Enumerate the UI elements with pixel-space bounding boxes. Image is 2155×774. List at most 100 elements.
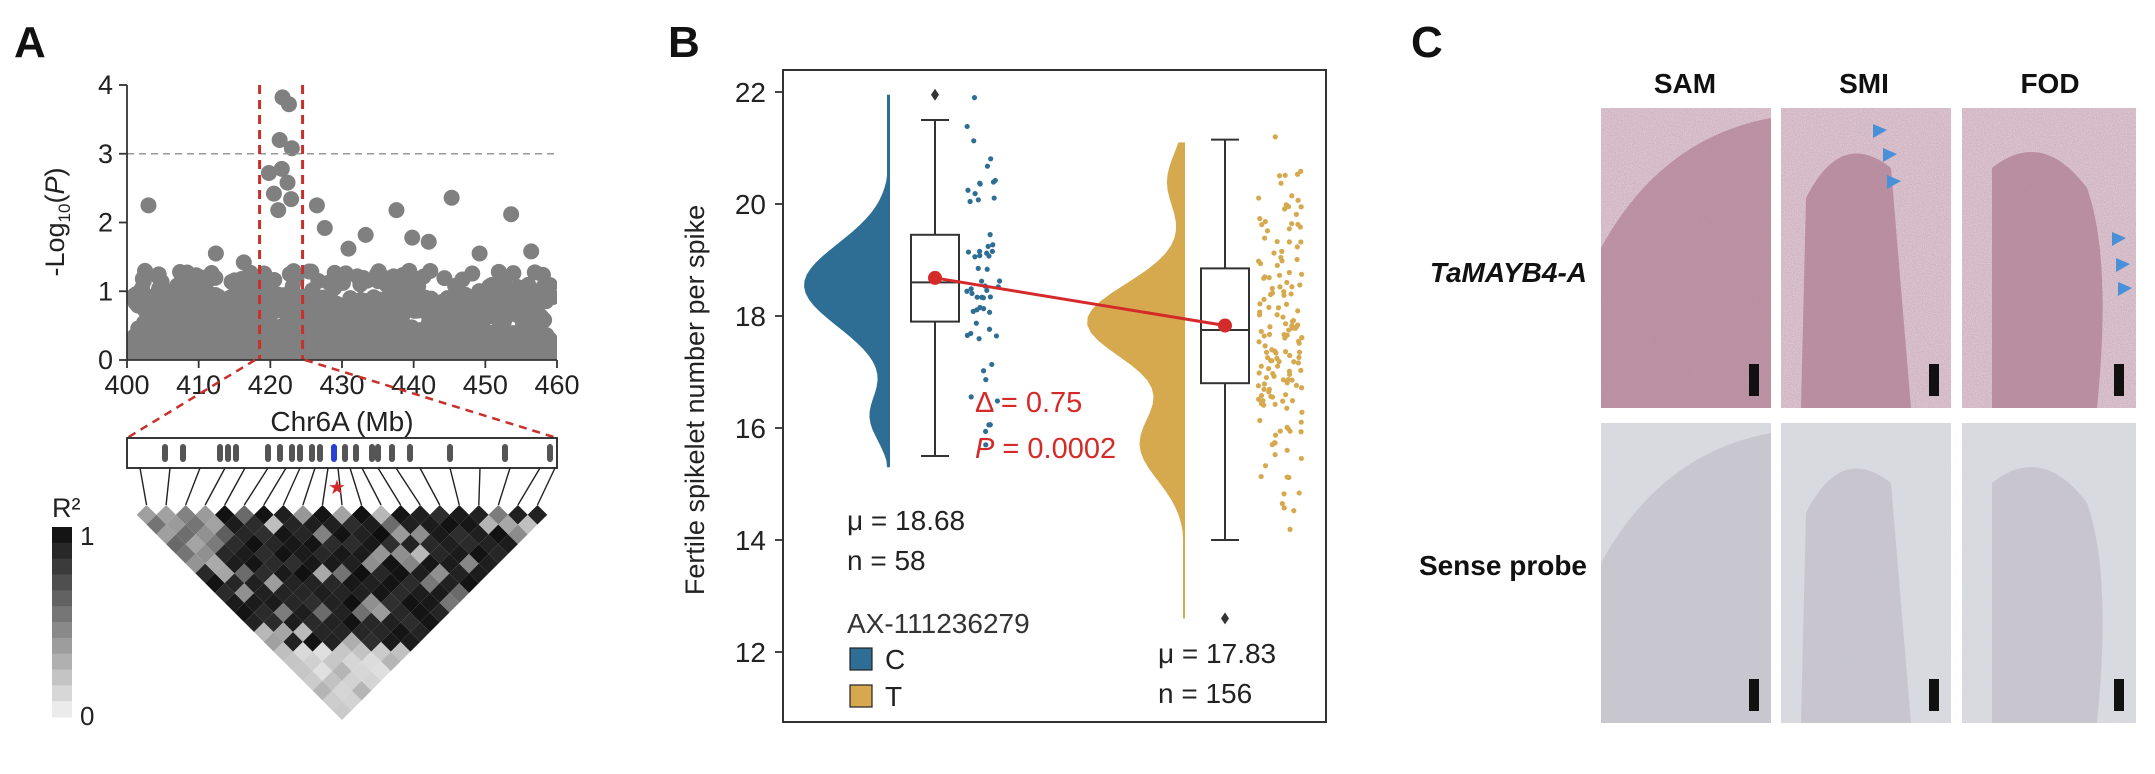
scale-bar — [2114, 364, 2124, 396]
ld-cell — [195, 505, 215, 525]
r2-legend-step — [52, 685, 72, 702]
snp-point — [529, 289, 546, 306]
b-y-tick-label-12: 12 — [735, 637, 766, 668]
b-y-tick-label-22: 22 — [735, 77, 766, 108]
ld-cell — [156, 524, 176, 545]
jitter-point — [1298, 271, 1305, 277]
ld-cell — [361, 514, 382, 535]
jitter-point — [967, 198, 973, 205]
ld-cell — [224, 553, 245, 574]
top-snp-point — [279, 174, 296, 191]
jitter-point — [1262, 274, 1268, 280]
image-fod-antisense — [1962, 108, 2136, 408]
jitter-point — [1271, 440, 1278, 446]
jitter-point — [1266, 304, 1272, 310]
jitter-point — [1298, 429, 1304, 435]
jitter-point — [1282, 321, 1289, 327]
ld-cell — [214, 505, 235, 525]
ld-cell — [283, 514, 303, 535]
gene-mark — [297, 444, 303, 462]
jitter-point — [1281, 491, 1287, 497]
jitter-point — [1280, 398, 1286, 404]
snp-point — [436, 270, 453, 287]
legend-swatch-t — [849, 684, 873, 708]
jitter-point — [1287, 352, 1293, 359]
jitter-point — [973, 320, 979, 326]
jitter-point — [1258, 400, 1264, 407]
ld-cell — [390, 622, 411, 642]
snp-point — [370, 263, 387, 280]
r2-legend-min: 0 — [80, 701, 94, 731]
jitter-point — [1276, 272, 1283, 278]
ld-cell — [214, 544, 235, 564]
jitter-point — [984, 163, 991, 169]
jitter-point — [968, 330, 974, 337]
image-texture — [1781, 108, 1951, 408]
ld-cell — [429, 563, 450, 584]
jitter-point — [1256, 339, 1262, 345]
jitter-point — [984, 250, 990, 256]
snp-point — [249, 277, 266, 294]
jitter-point — [985, 243, 991, 250]
jitter-point — [1258, 473, 1264, 480]
top-snp-point — [503, 206, 520, 223]
r2-legend-title: R² — [52, 493, 81, 523]
ld-cell — [283, 612, 303, 633]
jitter-point — [1280, 314, 1286, 320]
snp-point — [515, 290, 532, 307]
ld-cell — [263, 612, 284, 633]
ld-cell — [322, 553, 342, 574]
expression-arrowhead — [2118, 282, 2132, 296]
boxplot-frame — [782, 69, 1327, 723]
image-texture — [1781, 423, 1951, 723]
col-header-smi: SMI — [1839, 68, 1889, 99]
jitter-point — [1282, 349, 1289, 355]
ld-cell — [371, 641, 391, 662]
ld-cell — [322, 651, 342, 672]
snp-point — [211, 310, 228, 327]
ld-cell — [175, 544, 196, 564]
ld-cell — [351, 505, 372, 525]
jitter-point — [1261, 333, 1267, 339]
r2-legend-step — [52, 558, 72, 575]
snp-point — [436, 297, 453, 314]
jitter-point — [1269, 285, 1275, 292]
ld-cell — [322, 534, 342, 554]
snp-point — [153, 273, 170, 290]
snp-point — [374, 332, 391, 349]
snp-point — [255, 305, 272, 322]
gene-mark — [277, 444, 283, 462]
ld-cell — [410, 583, 430, 603]
lead-snp-star: ★ — [328, 477, 346, 499]
image-texture — [1962, 108, 2136, 408]
jitter-point — [1289, 221, 1295, 227]
jitter-point — [1274, 238, 1280, 245]
jitter-point — [1286, 474, 1292, 481]
ld-cell — [459, 573, 479, 593]
candidate-gene-mark — [331, 444, 337, 462]
snp-point — [505, 265, 522, 282]
legend-label-t: T — [885, 681, 902, 712]
ld-cell — [195, 544, 215, 564]
snp-point — [266, 271, 283, 288]
snp-point — [356, 348, 373, 360]
legend-label-c: C — [885, 644, 905, 675]
snp-point — [137, 262, 154, 279]
jitter-point — [1263, 349, 1270, 355]
ld-cell — [244, 553, 264, 574]
gene-mark — [265, 444, 271, 462]
row-label-tamayb4a: TaMAYB4-A — [1430, 257, 1587, 288]
jitter-point — [1289, 284, 1295, 290]
jitter-point — [968, 286, 974, 292]
top-snp-point — [471, 245, 488, 262]
delta-annotation: Δ = 0.75 — [975, 387, 1082, 419]
jitter-point — [1289, 377, 1295, 383]
ld-cell — [244, 573, 264, 593]
jitter-point — [1275, 363, 1281, 369]
ld-cell — [293, 563, 313, 584]
ld-cell — [302, 671, 323, 691]
ld-cell — [498, 514, 518, 535]
ld-cell — [351, 544, 372, 564]
ld-cell — [283, 553, 303, 574]
